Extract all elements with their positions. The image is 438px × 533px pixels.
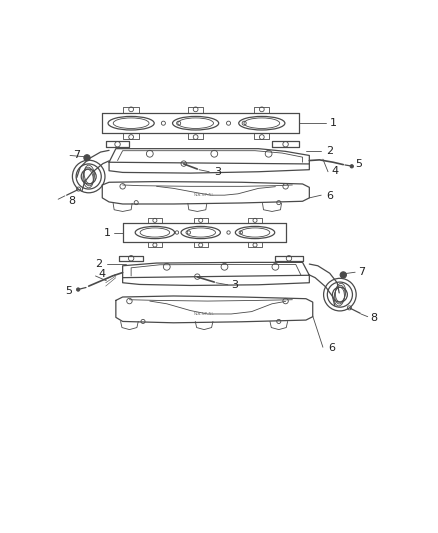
Text: N/A-NP-NL: N/A-NP-NL <box>194 193 215 197</box>
Circle shape <box>77 288 80 291</box>
Text: 6: 6 <box>326 191 333 201</box>
Circle shape <box>350 165 353 168</box>
Circle shape <box>84 155 90 161</box>
Text: 4: 4 <box>332 166 339 176</box>
Text: 6: 6 <box>328 343 335 353</box>
Text: 5: 5 <box>65 286 72 296</box>
Text: 3: 3 <box>214 167 221 177</box>
Text: 1: 1 <box>104 228 111 238</box>
Text: 7: 7 <box>73 150 81 160</box>
Text: 2: 2 <box>326 147 333 156</box>
Text: 3: 3 <box>231 280 238 290</box>
Circle shape <box>340 272 346 278</box>
Text: 7: 7 <box>359 266 366 277</box>
Text: 8: 8 <box>371 313 378 322</box>
Text: 5: 5 <box>355 159 362 168</box>
Text: N/A-NP-NL: N/A-NP-NL <box>194 312 215 316</box>
Text: 1: 1 <box>330 118 336 128</box>
Text: 2: 2 <box>95 260 102 269</box>
Text: 4: 4 <box>99 269 106 279</box>
Text: 8: 8 <box>68 196 75 206</box>
